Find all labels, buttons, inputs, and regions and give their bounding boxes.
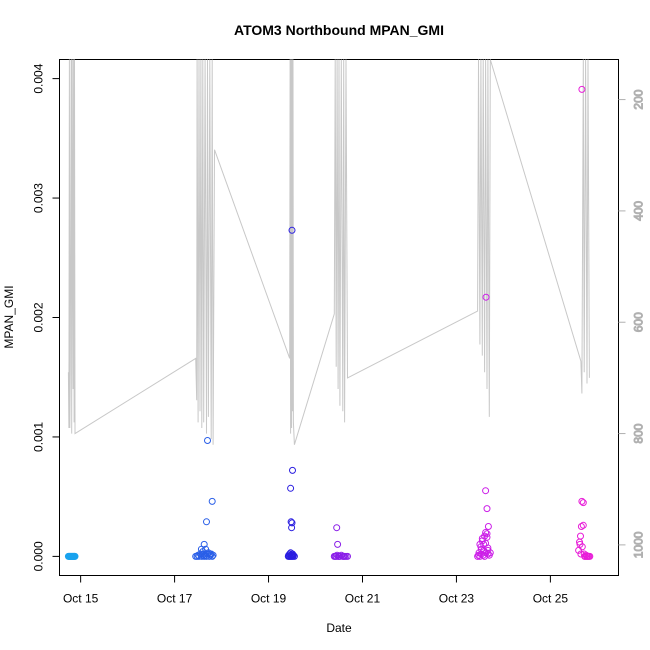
data-point <box>577 523 585 530</box>
y-tick-label: 0.003 <box>32 183 46 213</box>
data-point <box>289 551 297 559</box>
data-point <box>203 518 210 526</box>
y-axis: 0.000 0.001 0.002 0.003 0.004 <box>32 63 60 571</box>
data-point <box>578 85 586 93</box>
data-point <box>484 544 492 552</box>
data-point <box>579 499 587 507</box>
data-point <box>288 226 296 234</box>
data-point <box>333 524 341 532</box>
x-axis-label: Date <box>326 621 352 635</box>
data-point <box>200 540 208 548</box>
data-point <box>483 505 491 513</box>
data-point <box>482 487 490 495</box>
data-point <box>484 546 492 554</box>
y-tick-label: 0.004 <box>32 63 46 93</box>
data-point <box>578 497 586 505</box>
data-point <box>577 550 585 558</box>
data-point <box>209 551 217 559</box>
y2-tick-label: 1000 <box>632 531 646 558</box>
data-point <box>208 497 216 505</box>
y2-tick-label: 400 <box>632 201 646 221</box>
data-point <box>199 551 207 559</box>
x-axis: Oct 15 Oct 17 Oct 19 Oct 21 Oct 23 Oct 25 <box>63 575 569 606</box>
y-axis-label: MPAN_GMI <box>2 285 16 348</box>
x-tick-label: Oct 21 <box>345 592 381 606</box>
data-point <box>484 523 492 530</box>
data-point <box>482 529 490 536</box>
y2-tick-label: 200 <box>632 89 646 109</box>
data-point <box>288 524 296 532</box>
data-point <box>332 552 340 560</box>
y-tick-label: 0.001 <box>32 422 46 452</box>
pressure-layer <box>67 59 590 445</box>
x-tick-label: Oct 15 <box>63 592 99 606</box>
data-point <box>483 533 491 541</box>
y-tick-label: 0.000 <box>32 541 46 571</box>
data-point <box>581 552 589 560</box>
x-tick-label: Oct 23 <box>439 592 475 606</box>
x-tick-label: Oct 19 <box>251 592 287 606</box>
data-point <box>586 552 594 560</box>
data-point <box>208 552 216 560</box>
y2-tick-label: 600 <box>632 312 646 332</box>
data-point <box>204 437 211 444</box>
chart-title: ATOM3 Northbound MPAN_GMI <box>234 22 444 38</box>
data-point <box>576 540 584 548</box>
data-point <box>482 293 490 301</box>
data-point <box>287 484 295 492</box>
points-layer <box>64 85 594 560</box>
data-point <box>578 543 586 551</box>
data-point <box>199 548 207 556</box>
data-point <box>583 552 591 560</box>
data-point <box>71 552 79 560</box>
x-tick-label: Oct 17 <box>157 592 193 606</box>
data-point <box>289 466 296 474</box>
y2-tick-label: 800 <box>632 423 646 443</box>
data-point <box>480 540 488 548</box>
data-point <box>288 519 296 527</box>
data-point <box>483 530 491 538</box>
data-point <box>476 540 484 548</box>
data-point <box>290 552 298 560</box>
y2-axis: 200 400 600 800 1000 <box>618 89 646 559</box>
pressure-line <box>67 59 590 445</box>
data-point <box>577 532 584 540</box>
x-tick-label: Oct 25 <box>533 592 569 606</box>
data-point <box>206 550 214 558</box>
data-point <box>344 552 351 560</box>
data-point <box>334 540 342 548</box>
data-point <box>579 521 587 529</box>
y-tick-label: 0.002 <box>32 302 46 332</box>
